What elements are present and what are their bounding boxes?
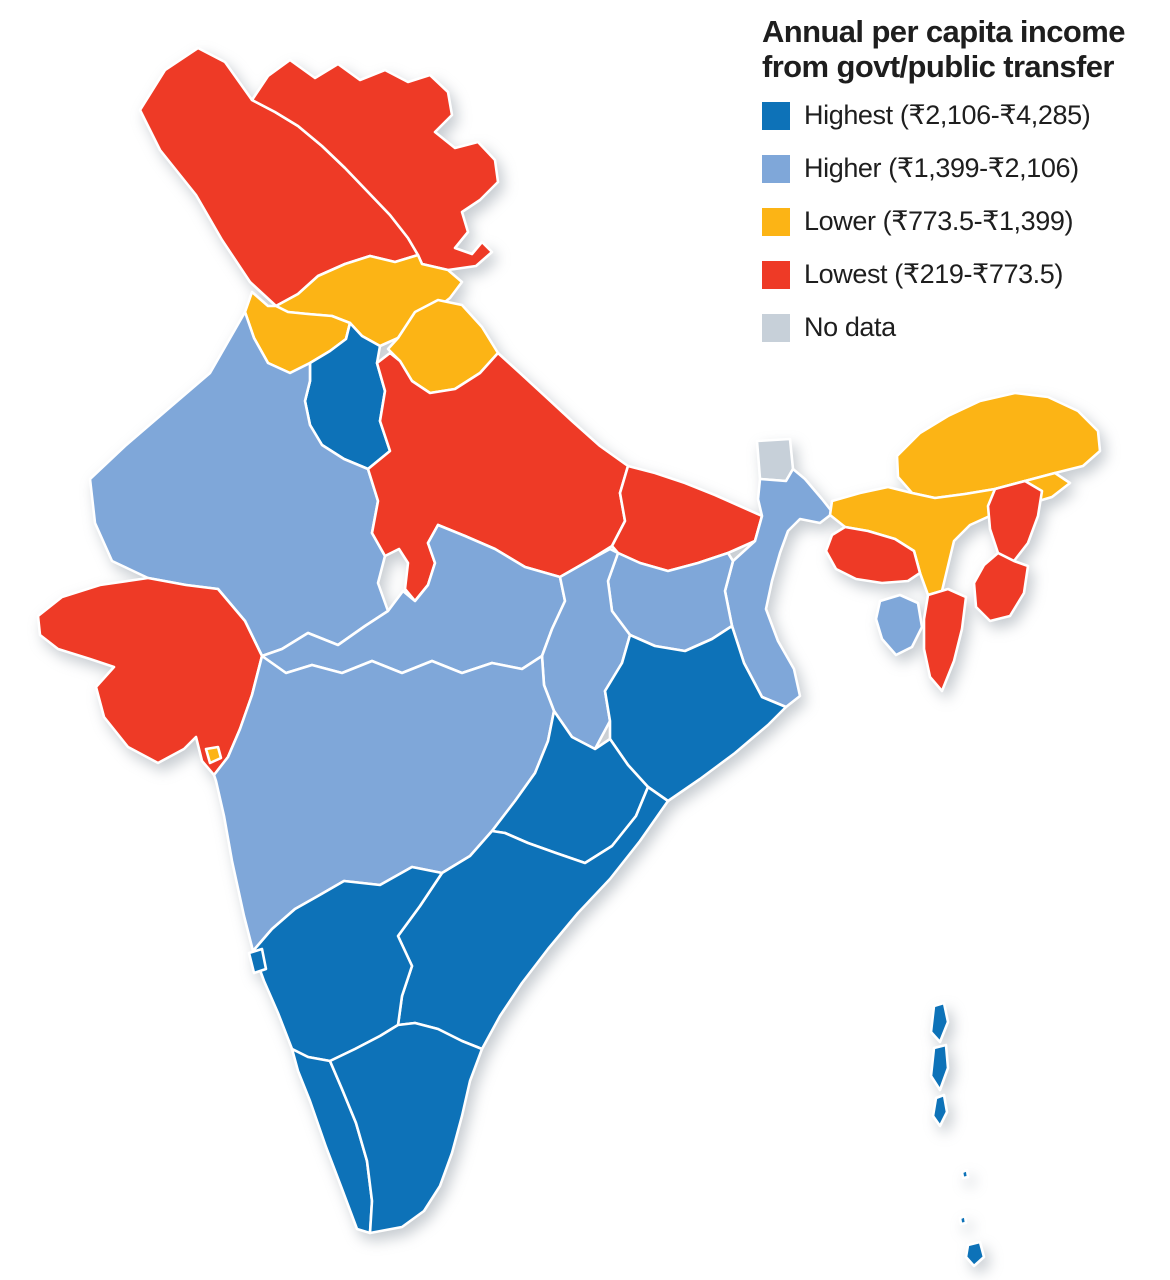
- state-tamil-nadu: [328, 1021, 484, 1235]
- state-odisha: [603, 624, 788, 803]
- legend-item-lower: Lower (₹773.5-₹1,399): [762, 206, 1162, 237]
- legend: Highest (₹2,106-₹4,285) Higher (₹1,399-₹…: [762, 100, 1162, 343]
- legend-label-lower: Lower (₹773.5-₹1,399): [804, 206, 1074, 237]
- state-goa: [247, 947, 268, 975]
- legend-swatch-lower: [762, 207, 790, 236]
- legend-swatch-lowest: [762, 260, 790, 289]
- state-gujarat: [36, 576, 264, 777]
- state-manipur: [972, 551, 1030, 623]
- state-ladakh: [250, 58, 500, 272]
- title-line-2: from govt/public transfer: [762, 49, 1114, 85]
- page-title: Annual per capita income from govt/publi…: [762, 14, 1162, 84]
- state-nagaland: [986, 479, 1044, 563]
- legend-item-higher: Higher (₹1,399-₹2,106): [762, 153, 1162, 184]
- title-line-1: Annual per capita income: [762, 14, 1125, 49]
- legend-swatch-highest: [762, 101, 790, 130]
- state-meghalaya: [824, 525, 922, 585]
- legend-swatch-nodata: [762, 313, 790, 342]
- state-sikkim: [755, 437, 795, 483]
- legend-item-nodata: No data: [762, 312, 1162, 343]
- territory-andaman-islands: [929, 1001, 950, 1128]
- legend-label-higher: Higher (₹1,399-₹2,106): [804, 153, 1079, 184]
- state-mizoram: [922, 587, 968, 693]
- india-landmass: [36, 46, 1102, 1268]
- territory-nicobar-islands: [958, 1168, 986, 1268]
- legend-panel: Annual per capita income from govt/publi…: [762, 14, 1162, 365]
- state-tripura: [874, 593, 924, 657]
- legend-swatch-higher: [762, 154, 790, 183]
- legend-item-highest: Highest (₹2,106-₹4,285): [762, 100, 1162, 131]
- territory-daman-diu: [204, 745, 223, 765]
- legend-label-lowest: Lowest (₹219-₹773.5): [804, 259, 1063, 290]
- legend-label-nodata: No data: [804, 312, 896, 343]
- legend-label-highest: Highest (₹2,106-₹4,285): [804, 100, 1091, 131]
- legend-item-lowest: Lowest (₹219-₹773.5): [762, 259, 1162, 290]
